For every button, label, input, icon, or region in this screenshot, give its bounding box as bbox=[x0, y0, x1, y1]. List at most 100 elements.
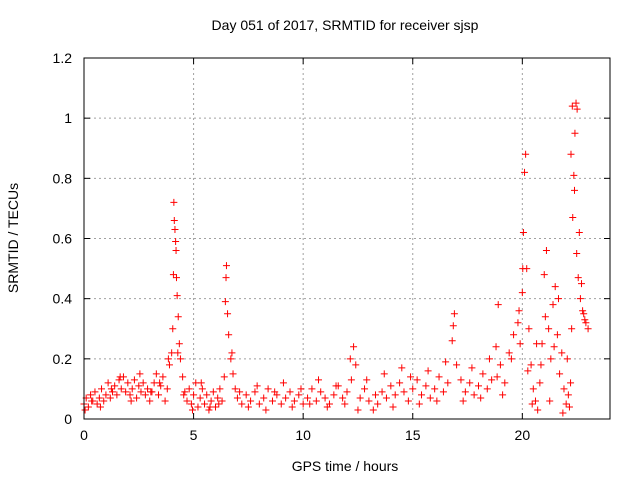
data-point bbox=[183, 397, 191, 405]
data-point bbox=[346, 355, 354, 363]
data-point bbox=[365, 397, 373, 405]
data-point bbox=[308, 385, 316, 393]
data-point bbox=[277, 400, 285, 408]
data-point bbox=[563, 355, 571, 363]
data-point bbox=[582, 319, 590, 327]
data-point bbox=[115, 376, 123, 384]
data-point bbox=[518, 289, 526, 297]
data-point bbox=[174, 349, 182, 357]
data-point bbox=[562, 400, 570, 408]
data-point bbox=[244, 403, 252, 411]
data-point bbox=[407, 373, 415, 381]
data-point bbox=[574, 274, 582, 282]
data-point bbox=[295, 391, 303, 399]
data-point bbox=[156, 379, 164, 387]
data-point bbox=[206, 403, 214, 411]
data-point bbox=[175, 340, 183, 348]
data-point bbox=[91, 388, 99, 396]
data-point bbox=[201, 400, 209, 408]
data-point bbox=[483, 385, 491, 393]
data-point bbox=[479, 370, 487, 378]
data-point bbox=[415, 400, 423, 408]
data-point bbox=[435, 373, 443, 381]
data-point bbox=[350, 343, 358, 351]
data-point bbox=[431, 385, 439, 393]
data-point bbox=[510, 331, 518, 339]
data-point bbox=[499, 391, 507, 399]
y-tick-label: 1 bbox=[64, 110, 72, 126]
data-point bbox=[216, 385, 224, 393]
data-point bbox=[453, 361, 461, 369]
data-point bbox=[165, 361, 173, 369]
data-point bbox=[556, 370, 564, 378]
data-point bbox=[203, 391, 211, 399]
data-point bbox=[528, 400, 536, 408]
data-point bbox=[524, 367, 532, 375]
data-point bbox=[194, 403, 202, 411]
data-point bbox=[136, 370, 144, 378]
data-point bbox=[323, 403, 331, 411]
data-point bbox=[180, 391, 188, 399]
data-point bbox=[533, 340, 541, 348]
data-point bbox=[196, 394, 204, 402]
y-tick-label: 0 bbox=[64, 411, 72, 427]
data-point bbox=[542, 247, 550, 255]
data-point bbox=[233, 394, 241, 402]
data-point bbox=[106, 394, 114, 402]
y-tick-label: 0.2 bbox=[53, 351, 73, 367]
data-point bbox=[113, 391, 121, 399]
data-point bbox=[209, 388, 217, 396]
data-point bbox=[461, 388, 469, 396]
data-point bbox=[396, 379, 404, 387]
data-point bbox=[477, 394, 485, 402]
data-point bbox=[536, 379, 544, 387]
data-point bbox=[514, 319, 522, 327]
data-point bbox=[282, 394, 290, 402]
data-point bbox=[147, 388, 155, 396]
data-point bbox=[515, 307, 523, 315]
data-point bbox=[551, 283, 559, 291]
data-point bbox=[133, 394, 141, 402]
data-point bbox=[332, 382, 340, 390]
data-point bbox=[170, 216, 178, 224]
data-point bbox=[205, 406, 213, 414]
data-point bbox=[157, 382, 165, 390]
data-point bbox=[572, 99, 580, 107]
x-tick-label: 15 bbox=[405, 427, 421, 443]
data-point bbox=[554, 295, 562, 303]
data-point bbox=[299, 400, 307, 408]
data-point bbox=[522, 150, 530, 158]
data-point bbox=[501, 379, 509, 387]
data-point bbox=[174, 313, 182, 321]
x-tick-label: 10 bbox=[295, 427, 311, 443]
data-point bbox=[549, 301, 557, 309]
data-point bbox=[382, 394, 390, 402]
data-point bbox=[84, 403, 92, 411]
data-point bbox=[494, 301, 502, 309]
data-point bbox=[168, 349, 176, 357]
data-point bbox=[247, 397, 255, 405]
data-point bbox=[152, 370, 160, 378]
data-point bbox=[466, 379, 474, 387]
data-point bbox=[457, 376, 465, 384]
data-point bbox=[450, 310, 458, 318]
data-point bbox=[550, 343, 558, 351]
data-point bbox=[567, 150, 575, 158]
data-point bbox=[516, 340, 524, 348]
data-point bbox=[380, 370, 388, 378]
data-point bbox=[448, 337, 456, 345]
data-point bbox=[102, 391, 110, 399]
data-point bbox=[347, 376, 355, 384]
data-point bbox=[238, 400, 246, 408]
data-point bbox=[251, 388, 259, 396]
data-point bbox=[288, 403, 296, 411]
data-point bbox=[493, 373, 501, 381]
data-point bbox=[214, 394, 222, 402]
data-point bbox=[179, 373, 187, 381]
data-point bbox=[573, 105, 581, 113]
data-point bbox=[231, 385, 239, 393]
y-tick-label: 0.6 bbox=[53, 231, 73, 247]
data-point bbox=[374, 400, 382, 408]
y-axis-ticks: 0 0.2 0.4 0.6 0.8 1 1.2 bbox=[53, 50, 610, 427]
data-point bbox=[104, 379, 112, 387]
